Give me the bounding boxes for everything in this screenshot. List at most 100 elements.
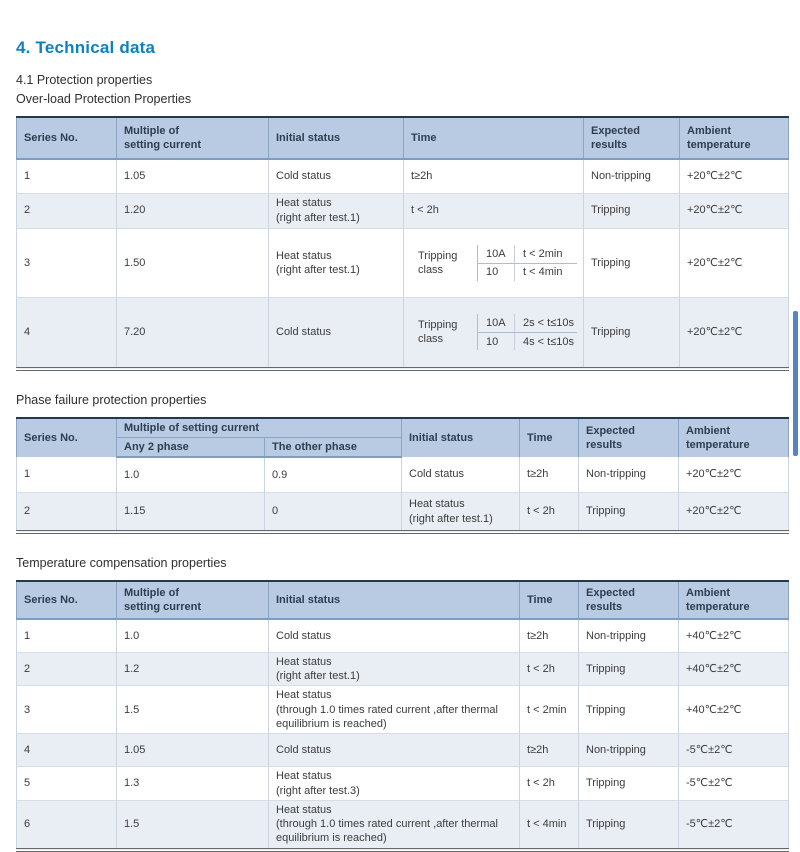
- col-header-series: Series No.: [16, 416, 117, 458]
- trip-time-value: t < 2min: [523, 247, 563, 260]
- cell-multiple: 1.2: [116, 651, 269, 686]
- cell-ambient: +40℃±2℃: [678, 619, 789, 653]
- cell-ambient: -5℃±2℃: [678, 733, 789, 767]
- cell-series: 4: [16, 297, 117, 369]
- header-subrow: Any 2 phase The other phase: [17, 437, 789, 459]
- cell-series: 3: [16, 227, 117, 298]
- col-header-expected: Expected results: [578, 416, 679, 458]
- cell-time: t≥2h: [403, 159, 584, 193]
- cell-initial: Cold status: [401, 457, 520, 493]
- table-row: 6 1.5 Heat status (through 1.0 times rat…: [16, 799, 789, 850]
- cell-series: 2: [16, 491, 117, 533]
- tripping-class-subrow: 10A t < 2min: [478, 244, 577, 263]
- scrollbar-thumb[interactable]: [793, 311, 798, 456]
- cell-ambient: +20℃±2℃: [678, 491, 789, 533]
- cell-initial: Heat status (right after test.1): [268, 192, 404, 228]
- cell-multiple: 1.50: [116, 227, 269, 298]
- cell-time: t≥2h: [519, 457, 579, 493]
- cell-series: 5: [16, 766, 117, 801]
- cell-ambient: -5℃±2℃: [678, 799, 789, 850]
- tripping-class-subrow: 10 4s < t≤10s: [478, 332, 577, 351]
- cell-series: 2: [16, 651, 117, 686]
- overload-table-caption: Over-load Protection Properties: [16, 92, 192, 106]
- table-row: 4 7.20 Cold status Tripping class 10A 2s…: [16, 297, 789, 369]
- section-heading: 4.1 Protection properties: [16, 73, 153, 87]
- temperature-table-caption: Temperature compensation properties: [16, 556, 227, 571]
- cell-initial: Cold status: [268, 619, 520, 653]
- cell-multiple: 1.0: [116, 619, 269, 653]
- phase-failure-table-caption: Phase failure protection properties: [16, 392, 207, 407]
- temperature-table: Series No. Multiple of setting current I…: [16, 580, 789, 852]
- cell-series: 3: [16, 685, 117, 734]
- tripping-class-group: Tripping class 10A t < 2min 10 t < 4min: [411, 244, 577, 281]
- cell-otherphase: 0: [264, 491, 402, 533]
- cell-time: t < 2h: [519, 651, 579, 686]
- table-row: 2 1.15 0 Heat status (right after test.1…: [16, 491, 789, 533]
- trip-time-value: t < 4min: [523, 266, 563, 279]
- cell-initial: Heat status (right after test.3): [268, 766, 520, 801]
- tripping-class-values: 10A t < 2min 10 t < 4min: [478, 244, 577, 281]
- cell-series: 1: [16, 457, 117, 493]
- col-header-otherphase: The other phase: [264, 437, 402, 459]
- table-row: 5 1.3 Heat status (right after test.3) t…: [16, 766, 789, 801]
- tripping-class-subrow: 10 t < 4min: [478, 262, 577, 281]
- tripping-class-label: Tripping class: [411, 244, 478, 281]
- cell-expected: Tripping: [583, 227, 680, 298]
- tripping-class-label: Tripping class: [411, 314, 478, 351]
- cell-multiple: 7.20: [116, 297, 269, 369]
- trip-time-value: 4s < t≤10s: [523, 335, 574, 348]
- cell-time: t≥2h: [519, 733, 579, 767]
- cell-initial: Heat status (right after test.1): [268, 651, 520, 686]
- cell-time-tripping-class: Tripping class 10A 2s < t≤10s 10 4s < t≤…: [403, 297, 584, 369]
- cell-multiple: 1.20: [116, 192, 269, 228]
- col-header-expected: Expected results: [583, 116, 680, 160]
- cell-any2phase: 1.0: [116, 457, 265, 493]
- cell-ambient: +40℃±2℃: [678, 685, 789, 734]
- cell-multiple: 1.05: [116, 733, 269, 767]
- cell-series: 4: [16, 733, 117, 767]
- col-header-time: Time: [403, 116, 584, 160]
- cell-initial: Cold status: [268, 297, 404, 369]
- trip-class-value: 10A: [478, 314, 515, 333]
- col-header-series: Series No.: [16, 116, 117, 160]
- table-row: 2 1.20 Heat status (right after test.1) …: [16, 192, 789, 228]
- table-row: 4 1.05 Cold status t≥2h Non-tripping -5℃…: [16, 733, 789, 767]
- col-header-multiple: Multiple of setting current: [116, 116, 269, 160]
- trip-class-value: 10: [478, 333, 515, 351]
- cell-expected: Non-tripping: [583, 159, 680, 193]
- cell-multiple: 1.5: [116, 799, 269, 850]
- col-header-initial: Initial status: [401, 416, 520, 458]
- cell-ambient: -5℃±2℃: [678, 766, 789, 801]
- cell-ambient: +20℃±2℃: [679, 159, 789, 193]
- cell-expected: Tripping: [583, 192, 680, 228]
- col-header-initial: Initial status: [268, 580, 520, 621]
- cell-time: t < 2h: [403, 192, 584, 228]
- cell-initial: Heat status (right after test.1): [401, 491, 520, 533]
- table-row: 3 1.50 Heat status (right after test.1) …: [16, 227, 789, 298]
- cell-expected: Tripping: [578, 491, 679, 533]
- cell-expected: Non-tripping: [578, 457, 679, 493]
- col-header-ambient: Ambient temperature: [678, 416, 789, 458]
- cell-time: t < 2min: [519, 685, 579, 734]
- overload-table: Series No. Multiple of setting current I…: [16, 116, 789, 371]
- col-header-time: Time: [519, 580, 579, 621]
- cell-expected: Tripping: [578, 685, 679, 734]
- cell-expected: Tripping: [578, 799, 679, 850]
- table-row: 1 1.05 Cold status t≥2h Non-tripping +20…: [16, 159, 789, 193]
- col-header-multiple: Multiple of setting current: [116, 580, 269, 621]
- col-header-initial: Initial status: [268, 116, 404, 160]
- cell-ambient: +20℃±2℃: [679, 297, 789, 369]
- trip-class-value: 10A: [478, 244, 515, 263]
- cell-expected: Tripping: [583, 297, 680, 369]
- cell-time: t < 2h: [519, 766, 579, 801]
- cell-time-tripping-class: Tripping class 10A t < 2min 10 t < 4min: [403, 227, 584, 298]
- page-title: 4. Technical data: [16, 38, 156, 57]
- col-header-expected: Expected results: [578, 580, 679, 621]
- col-header-time: Time: [519, 416, 579, 458]
- cell-ambient: +20℃±2℃: [678, 457, 789, 493]
- cell-initial: Heat status (right after test.1): [268, 227, 404, 298]
- cell-expected: Tripping: [578, 766, 679, 801]
- trip-class-value: 10: [478, 263, 515, 281]
- cell-expected: Non-tripping: [578, 619, 679, 653]
